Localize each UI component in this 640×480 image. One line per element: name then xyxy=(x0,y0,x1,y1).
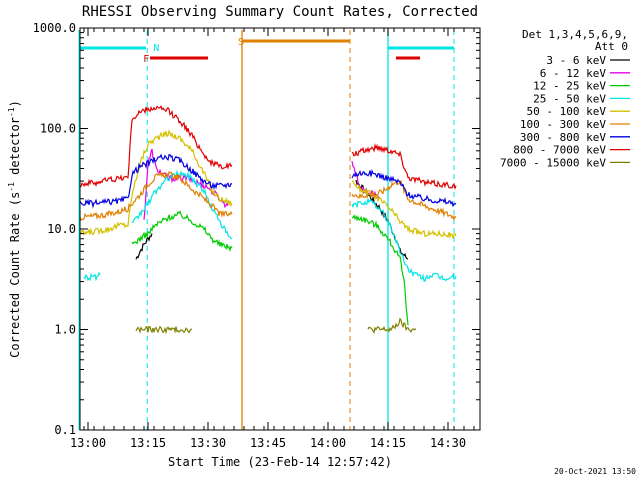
series-line-6-0 xyxy=(79,153,233,209)
series-line-1-1 xyxy=(351,160,381,200)
legend-item-label: 7000 - 15000 keV xyxy=(500,156,606,169)
series-line-7-0 xyxy=(79,104,233,188)
plot-frame xyxy=(79,27,481,431)
y-label-part: detector xyxy=(8,117,22,182)
series-line-0-0 xyxy=(135,233,153,260)
x-axis-label: Start Time (23-Feb-14 12:57:42) xyxy=(168,455,392,469)
annotation-s: S xyxy=(238,37,244,48)
x-tick-label: 13:00 xyxy=(70,436,106,450)
legend-header: Att 0 xyxy=(595,40,628,53)
x-tick-label: 14:15 xyxy=(370,436,406,450)
legend-item-label: 25 - 50 keV xyxy=(533,92,606,105)
y-label-part: -1 xyxy=(7,182,16,192)
y-tick-label: 10.0 xyxy=(47,222,76,236)
y-tick-label: 1.0 xyxy=(54,323,76,337)
y-axis-label: Corrected Count Rate (s-1 detector-1) xyxy=(7,100,22,358)
chart-title: RHESSI Observing Summary Count Rates, Co… xyxy=(82,4,478,20)
y-label-part: -1 xyxy=(7,107,16,117)
svg-text:Corrected Count Rate (s-1 dete: Corrected Count Rate (s-1 detector-1) xyxy=(7,100,22,358)
series-line-3-2 xyxy=(351,198,409,270)
y-tick-label: 1000.0 xyxy=(33,21,76,35)
legend-item-label: 800 - 7000 keV xyxy=(513,144,606,157)
annotation-n: N xyxy=(153,43,159,54)
axes: 0.1 1.0 10.0 100.0 1000.0 13:00 13:15 13:30 13:4… xyxy=(33,21,481,450)
y-tick-label: 100.0 xyxy=(40,122,76,136)
footer-timestamp: 20-Oct-2021 13:50 xyxy=(554,467,636,476)
series-line-4-1 xyxy=(351,180,457,240)
series-line-2-0 xyxy=(131,210,233,253)
legend-item-label: 6 - 12 keV xyxy=(540,67,607,80)
series-line-8-1 xyxy=(367,317,417,335)
legend-item-label: 300 - 800 keV xyxy=(520,131,606,144)
legend-header: Det 1,3,4,5,6,9, xyxy=(522,28,628,41)
legend-item-label: 100 - 300 keV xyxy=(520,118,606,131)
legend-item-label: 50 - 100 keV xyxy=(527,105,607,118)
series-line-3-1 xyxy=(131,169,233,240)
plot-area: NF S xyxy=(78,30,457,430)
series-line-3-0 xyxy=(83,271,101,282)
y-label-part: ) xyxy=(8,100,22,107)
legend-item-label: 3 - 6 keV xyxy=(546,54,606,67)
annotation-f: F xyxy=(143,54,149,65)
series-line-5-1 xyxy=(351,179,457,222)
y-label-part: Corrected Count Rate (s xyxy=(8,192,22,358)
series-line-7-1 xyxy=(351,142,457,191)
x-tick-label: 14:30 xyxy=(430,436,466,450)
x-tick-label: 14:00 xyxy=(310,436,346,450)
series-line-8-0 xyxy=(135,325,193,335)
series-line-5-0 xyxy=(79,170,233,222)
y-tick-label: 0.1 xyxy=(54,423,76,437)
x-tick-label: 13:15 xyxy=(130,436,166,450)
series-line-4-0 xyxy=(79,129,233,237)
series-line-3-3 xyxy=(407,267,457,283)
x-tick-label: 13:45 xyxy=(250,436,286,450)
series-line-2-1 xyxy=(351,214,409,326)
x-tick-label: 13:30 xyxy=(190,436,226,450)
legend-item-label: 12 - 25 keV xyxy=(533,80,606,93)
series-line-6-1 xyxy=(351,168,457,208)
